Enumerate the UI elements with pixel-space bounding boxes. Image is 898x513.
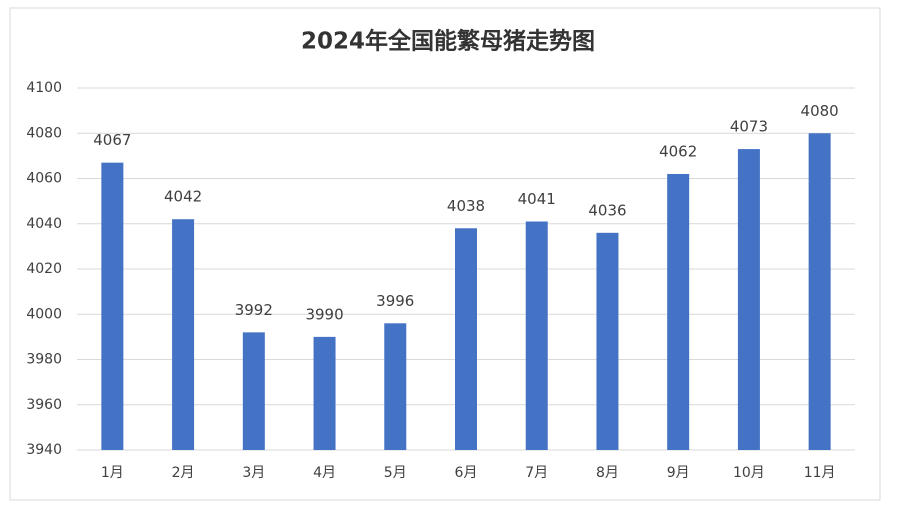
x-tick-label: 9月	[667, 465, 690, 481]
y-tick-label: 4000	[26, 306, 62, 322]
data-label: 4062	[659, 142, 697, 160]
x-tick-label: 11月	[804, 465, 836, 481]
x-tick-label: 5月	[384, 465, 407, 481]
chart-border	[9, 7, 881, 501]
y-tick-label: 3940	[26, 442, 62, 458]
data-label: 4080	[801, 102, 839, 120]
bar	[596, 232, 619, 450]
chart-title: 2024年全国能繁母猪走势图	[301, 28, 595, 55]
x-tick-label: 2月	[172, 465, 195, 481]
y-tick-label: 4060	[26, 171, 62, 187]
data-label: 4073	[730, 118, 768, 136]
x-tick-label: 3月	[242, 465, 265, 481]
data-label: 4042	[164, 188, 202, 206]
y-tick-label: 4080	[26, 125, 62, 141]
y-tick-label: 4100	[26, 80, 62, 96]
y-tick-label: 4040	[26, 216, 62, 232]
data-label: 3992	[235, 301, 273, 319]
data-label: 4041	[518, 190, 556, 208]
data-label: 3990	[305, 305, 343, 323]
bar	[384, 323, 407, 450]
x-tick-label: 8月	[596, 465, 619, 481]
bar	[737, 149, 760, 450]
x-tick-label: 7月	[525, 465, 548, 481]
data-label: 4038	[447, 197, 485, 215]
bar	[101, 162, 124, 450]
bar	[172, 219, 195, 450]
bar	[313, 336, 336, 450]
data-label: 4036	[588, 201, 626, 219]
data-label: 4067	[93, 131, 131, 149]
bar	[242, 332, 265, 450]
bar	[667, 173, 690, 450]
y-tick-label: 4020	[26, 261, 62, 277]
bar	[525, 221, 548, 450]
x-tick-label: 4月	[313, 465, 336, 481]
x-tick-label: 1月	[101, 465, 124, 481]
bar	[808, 133, 831, 450]
data-label: 3996	[376, 292, 414, 310]
y-tick-label: 3960	[26, 397, 62, 413]
y-tick-label: 3980	[26, 352, 62, 368]
x-tick-label: 6月	[455, 465, 478, 481]
x-tick-label: 10月	[733, 465, 765, 481]
bar	[455, 228, 477, 450]
